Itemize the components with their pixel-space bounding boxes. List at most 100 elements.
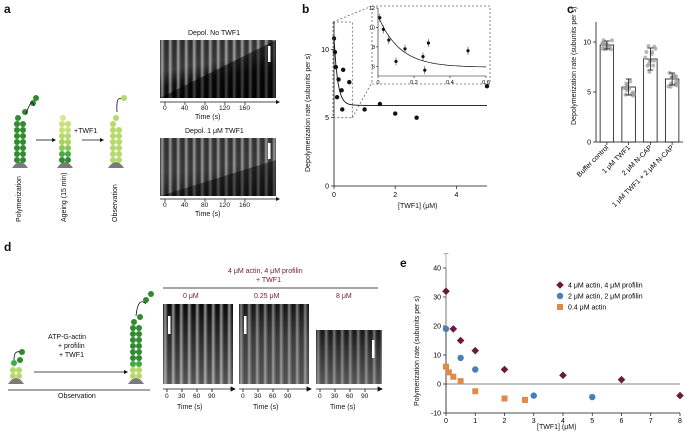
kymo1-tick: 0 — [163, 105, 167, 112]
chart-b-point — [340, 107, 345, 112]
chart-b-inset-xtick-label: 0.4 — [446, 80, 454, 86]
chart-b-inset-point — [423, 68, 427, 72]
chart-b-xtick-label: 2 — [393, 192, 397, 199]
chart-c-datapoint — [652, 58, 657, 63]
chart-c-datapoint — [646, 43, 651, 48]
kymo1-time-label: Time (s) — [195, 114, 221, 121]
kymo-d3-tick: 60 — [346, 393, 354, 400]
kymo2-tick: 0 — [163, 202, 167, 209]
chart-c-datapoint — [631, 93, 636, 98]
chart-b-point — [334, 94, 340, 100]
chart-c-datapoint — [643, 55, 648, 60]
chart-b-xtick-label: 4 — [454, 192, 458, 199]
chart-e-xtick-label: 5 — [590, 418, 594, 425]
chart-e-point — [521, 396, 528, 403]
chart-e-point — [457, 378, 464, 385]
chart-e-point — [442, 287, 450, 295]
chart-b-point — [339, 88, 344, 93]
chart-c-datapoint — [628, 79, 633, 84]
kymo-d1-tick: 0 — [165, 393, 169, 400]
chart-c-datapoint — [674, 74, 679, 79]
kymo-d1-tick: 30 — [178, 393, 186, 400]
kymo-d2-tick: 30 — [254, 393, 262, 400]
kymo-d2-tick: 60 — [269, 393, 277, 400]
chart-b-inset-fit-curve — [377, 15, 486, 68]
chart-e-ytick-label: 40 — [433, 266, 441, 273]
chart-b-inset-point — [426, 41, 430, 45]
chart-b-inset-point — [403, 47, 407, 51]
chart-c-ytick-label: 0 — [587, 140, 591, 147]
kymo1-tick: 120 — [219, 105, 231, 112]
chart-e-legend-label: 2 μM actin, 2 μM profilin — [568, 294, 643, 301]
panel-a-label: a — [4, 2, 11, 16]
chart-e-legend-label: 4 μM actin, 4 μM profilin — [568, 283, 643, 290]
kymograph-1um-twf1 — [160, 138, 276, 196]
chart-e-xtick-label: 8 — [678, 418, 682, 425]
chart-b-point — [393, 111, 398, 116]
schematic-line-2: + profilin — [58, 343, 85, 350]
observation-label: Observation — [58, 393, 96, 400]
kymo-d3-tick: 30 — [331, 393, 339, 400]
chart-c-datapoint — [601, 41, 606, 46]
chart-c-datapoint — [646, 62, 651, 67]
chart-e-point — [676, 391, 684, 400]
panel-b-label: b — [302, 2, 310, 16]
kymo-d2-tick: 90 — [284, 393, 292, 400]
chart-b-point — [377, 101, 383, 107]
chart-b-point — [333, 64, 339, 70]
chart-e-point — [449, 325, 458, 333]
kymo1-tick: 80 — [201, 105, 209, 112]
chart-e-legend-marker — [556, 281, 564, 289]
chart-c-datapoint — [622, 86, 627, 91]
chart-b-xtick-label: 0 — [332, 192, 336, 199]
kymo-d1-tick: 90 — [208, 393, 216, 400]
chart-e-legend-marker — [557, 304, 563, 310]
chart-e-ytick-label: 30 — [433, 295, 441, 302]
chart-b-point — [336, 77, 341, 82]
kymo-conc-0: 0 μM — [183, 293, 199, 300]
chart-b-ytick-label: 10 — [321, 47, 329, 54]
panel-e-label: e — [400, 256, 407, 270]
chart-b-inset-ytick-label: 12 — [369, 6, 375, 12]
chart-e-point — [559, 371, 567, 380]
chart-e-point — [442, 325, 450, 333]
chart-c-ytick-label: 5 — [587, 90, 591, 97]
chart-b-point — [332, 49, 338, 55]
schematic-line-3: + TWF1 — [59, 352, 84, 359]
chart-e-ytick-label: 0 — [437, 382, 441, 389]
chart-b-point — [362, 107, 367, 112]
chart-b-inset-point — [381, 27, 385, 31]
chart-c-datapoint — [649, 49, 654, 54]
chart-b-inset-xtick-label: 0.2 — [410, 80, 418, 86]
panel-d-label: d — [4, 240, 12, 254]
chart-b-inset-ytick-label: 10 — [369, 25, 375, 31]
chart-b-inset-ytick-label: 6 — [372, 64, 375, 70]
chart-e-point — [617, 375, 626, 384]
chart-b-point — [347, 79, 352, 85]
kymo-conc-8: 8 μM — [336, 293, 352, 300]
chart-c-datapoint — [607, 45, 612, 50]
chart-c-datapoint — [647, 69, 652, 74]
chart-e-point — [457, 354, 464, 362]
condition-line-2: + TWF1 — [256, 277, 281, 284]
chart-e-point — [530, 392, 537, 399]
chart-e-xtick-label: 2 — [503, 418, 507, 425]
chart-c-datapoint — [651, 63, 656, 68]
chart-e-point — [456, 336, 465, 345]
chart-b-inset-point — [466, 49, 470, 53]
chart-b-zoom-connector — [332, 5, 373, 23]
kymo-d1-time-label: Time (s) — [177, 404, 203, 411]
chart-b-inset-xtick-label: 0 — [376, 80, 379, 86]
chart-b-point — [414, 115, 419, 120]
chart-e-xtick-label: 6 — [620, 418, 624, 425]
chart-b-fit-curve — [333, 38, 487, 106]
chart-b-ytick-label: 5 — [325, 115, 329, 122]
chart-b-point — [340, 67, 346, 73]
filament-observation-icon — [108, 95, 127, 168]
